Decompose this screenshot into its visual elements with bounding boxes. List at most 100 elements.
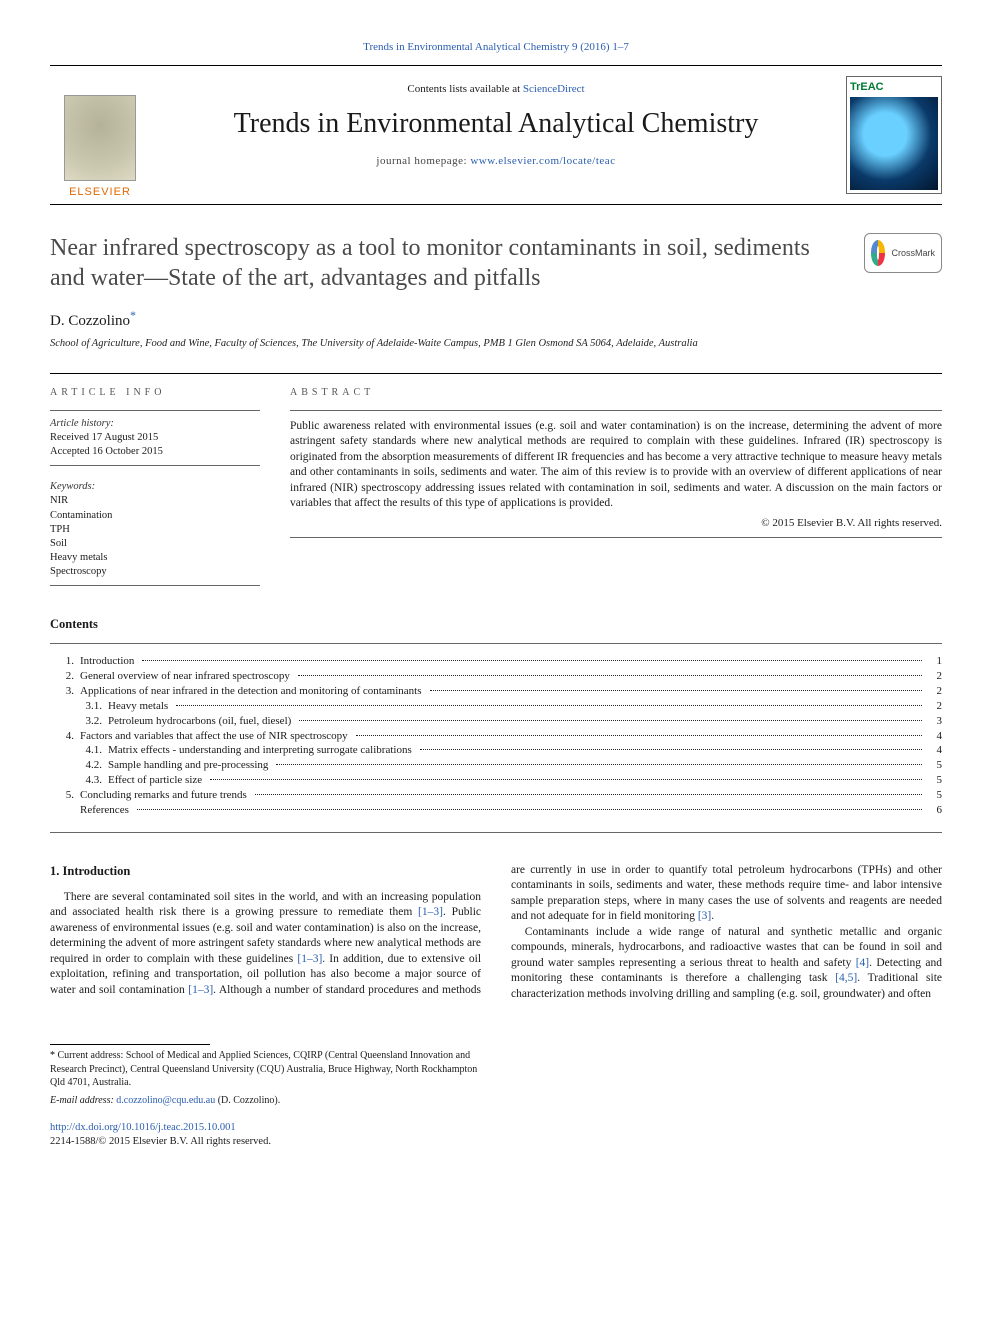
ref-link[interactable]: [4] (856, 957, 869, 969)
doi-block: http://dx.doi.org/10.1016/j.teac.2015.10… (50, 1121, 942, 1149)
cover-image-icon (850, 97, 938, 190)
toc-number: 3.1. (50, 699, 108, 714)
toc-row: 1.Introduction 1 (50, 654, 942, 669)
journal-cover-thumb: TrEAC (846, 76, 942, 194)
toc-page: 3 (926, 714, 942, 729)
toc-number: 5. (50, 788, 80, 803)
toc-label: Sample handling and pre-processing (108, 758, 272, 773)
toc-leader (142, 660, 922, 661)
abstract-heading: ABSTRACT (290, 386, 942, 400)
toc-leader (176, 705, 922, 706)
ref-link[interactable]: [1–3] (188, 984, 213, 996)
crossmark-badge[interactable]: CrossMark (864, 233, 942, 273)
journal-name: Trends in Environmental Analytical Chemi… (50, 105, 942, 143)
article-info-heading: ARTICLE INFO (50, 386, 260, 400)
toc-page: 5 (926, 788, 942, 803)
ref-link[interactable]: [3] (698, 910, 711, 922)
article-title: Near infrared spectroscopy as a tool to … (50, 233, 850, 293)
keywords-label: Keywords: (50, 480, 260, 494)
intro-paragraph-2: Contaminants include a wide range of nat… (511, 925, 942, 1003)
toc-page: 4 (926, 729, 942, 744)
keywords-block: Keywords: NIR Contamination TPH Soil Hea… (50, 480, 260, 586)
toc-label: Factors and variables that affect the us… (80, 729, 352, 744)
sciencedirect-link[interactable]: ScienceDirect (523, 83, 585, 95)
toc-row: 3.Applications of near infrared in the d… (50, 684, 942, 699)
author-name: D. Cozzolino (50, 313, 130, 329)
keyword: Soil (50, 537, 260, 551)
toc-number: 1. (50, 654, 80, 669)
footnote-address: Current address: School of Medical and A… (50, 1050, 477, 1088)
toc-row: References 6 (50, 803, 942, 818)
toc-leader (420, 749, 922, 750)
elsevier-logo: ELSEVIER (50, 72, 150, 200)
elsevier-tree-icon (64, 95, 136, 181)
toc-label: Concluding remarks and future trends (80, 788, 251, 803)
intro-text: . In addition, due to extensive (322, 953, 469, 965)
toc-row: 3.1.Heavy metals 2 (50, 699, 942, 714)
body-columns: 1. Introduction There are several contam… (50, 863, 942, 1003)
ref-link[interactable]: [4,5] (835, 972, 857, 984)
toc-row: 4.2.Sample handling and pre-processing 5 (50, 758, 942, 773)
toc-label: Petroleum hydrocarbons (oil, fuel, diese… (108, 714, 295, 729)
header-band: ELSEVIER Contents lists available at Sci… (50, 65, 942, 205)
email-link[interactable]: d.cozzolino@cqu.edu.au (116, 1095, 215, 1106)
toc-row: 3.2.Petroleum hydrocarbons (oil, fuel, d… (50, 714, 942, 729)
toc-number: 3.2. (50, 714, 108, 729)
toc-page: 2 (926, 669, 942, 684)
contents-line-prefix: Contents lists available at (407, 83, 522, 95)
abstract-text: Public awareness related with environmen… (290, 410, 942, 512)
ref-link[interactable]: [1–3] (418, 906, 443, 918)
toc-leader (276, 764, 922, 765)
toc-number: 2. (50, 669, 80, 684)
toc-page: 5 (926, 773, 942, 788)
footnote-rule (50, 1044, 210, 1045)
author-corresponding-star[interactable]: * (130, 313, 136, 329)
toc-row: 5.Concluding remarks and future trends 5 (50, 788, 942, 803)
toc-label: References (80, 803, 133, 818)
toc-leader (137, 809, 922, 810)
history-label: Article history: (50, 417, 260, 431)
toc-leader (210, 779, 922, 780)
keyword: TPH (50, 523, 260, 537)
contents-available-line: Contents lists available at ScienceDirec… (50, 66, 942, 97)
intro-text: There are several contaminated soil site… (50, 891, 481, 919)
running-citation-link[interactable]: Trends in Environmental Analytical Chemi… (363, 41, 629, 53)
footnote-email-line: E-mail address: d.cozzolino@cqu.edu.au (… (50, 1094, 480, 1108)
intro-heading: 1. Introduction (50, 863, 481, 880)
toc-label: Effect of particle size (108, 773, 206, 788)
toc-number: 4.1. (50, 743, 108, 758)
doi-link[interactable]: http://dx.doi.org/10.1016/j.teac.2015.10… (50, 1121, 942, 1135)
cover-treac-label: TrEAC (850, 80, 938, 95)
ref-link[interactable]: [1–3] (297, 953, 322, 965)
toc-row: 4.1.Matrix effects - understanding and i… (50, 743, 942, 758)
toc-number: 4.2. (50, 758, 108, 773)
keyword: Contamination (50, 509, 260, 523)
running-citation: Trends in Environmental Analytical Chemi… (50, 40, 942, 55)
history-accepted: Accepted 16 October 2015 (50, 445, 260, 459)
toc-number: 3. (50, 684, 80, 699)
toc-row: 4.Factors and variables that affect the … (50, 729, 942, 744)
toc-number: 4. (50, 729, 80, 744)
corresponding-footnote: * Current address: School of Medical and… (50, 1049, 480, 1090)
toc-label: Heavy metals (108, 699, 172, 714)
toc-label: Introduction (80, 654, 138, 669)
toc-row: 2.General overview of near infrared spec… (50, 669, 942, 684)
email-suffix: (D. Cozzolino). (215, 1095, 280, 1106)
homepage-link[interactable]: www.elsevier.com/locate/teac (470, 155, 615, 167)
toc-label: Matrix effects - understanding and inter… (108, 743, 416, 758)
toc-page: 6 (926, 803, 942, 818)
toc-leader (298, 675, 922, 676)
elsevier-wordmark: ELSEVIER (69, 185, 131, 200)
article-history-block: Article history: Received 17 August 2015… (50, 410, 260, 467)
toc-page: 2 (926, 699, 942, 714)
toc-page: 1 (926, 654, 942, 669)
affiliation: School of Agriculture, Food and Wine, Fa… (50, 337, 942, 351)
abstract-copyright: © 2015 Elsevier B.V. All rights reserved… (290, 516, 942, 538)
homepage-label: journal homepage: (376, 155, 470, 167)
toc-page: 4 (926, 743, 942, 758)
history-received: Received 17 August 2015 (50, 431, 260, 445)
intro-text: . (711, 910, 714, 922)
keyword: NIR (50, 494, 260, 508)
table-of-contents: 1.Introduction 12.General overview of ne… (50, 643, 942, 832)
toc-number: 4.3. (50, 773, 108, 788)
